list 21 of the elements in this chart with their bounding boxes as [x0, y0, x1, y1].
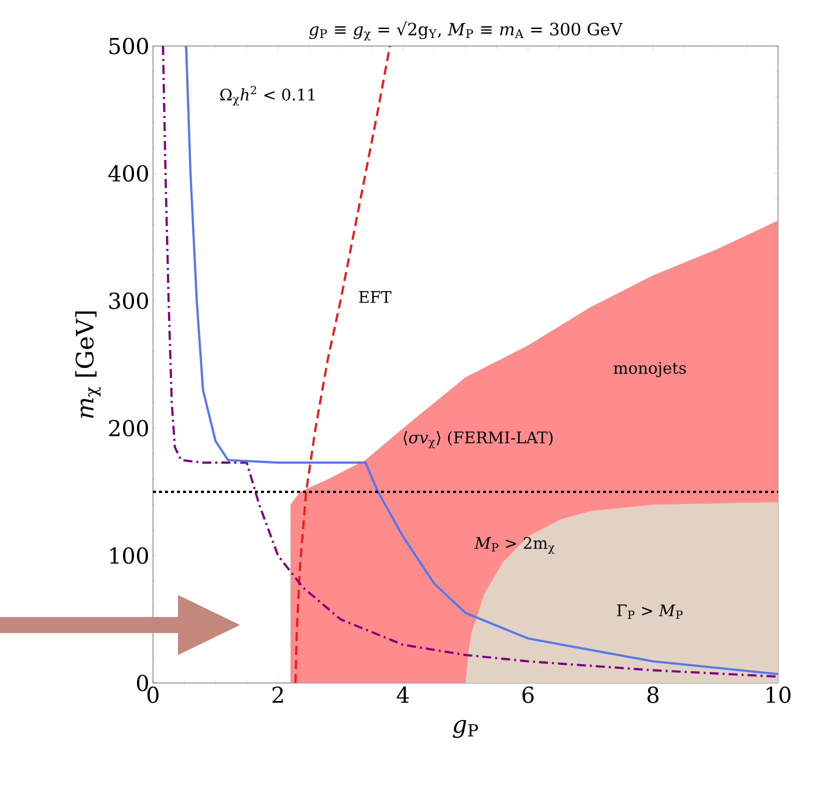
x-tick-label: 0	[147, 686, 159, 704]
x-tick-label: 4	[396, 686, 409, 703]
x-tick-label: 10	[766, 686, 790, 704]
y-tick-label: 0	[136, 674, 148, 692]
annotation: M$_{P}$ > 2m$_{χ}$	[474, 536, 554, 554]
annotation: EFT	[359, 291, 392, 303]
x-tick-label: 2	[272, 686, 283, 703]
x-tick-label: 6	[522, 686, 534, 704]
y-tick-label: 200	[109, 420, 148, 436]
y-tick-label: 400	[108, 165, 148, 182]
x-axis-title: g$_{P}$	[452, 720, 478, 738]
annotation: Γ$_{P}$ > M$_{P}$	[617, 604, 683, 619]
y-tick-label: 300	[109, 292, 148, 310]
chart-title: g$_{P}$ ≡ g$_{χ}$ = √2g$_{Y}$, M$_{P}$ ≡ m$_{A}$ = 300 GeV	[309, 22, 623, 41]
annotation: monojets	[614, 362, 686, 378]
y-tick-label: 500	[110, 38, 148, 54]
y-axis-title: m$_{χ}$ [GeV]	[75, 312, 101, 418]
annotation: Ω$_{χ}$h$^{2}$ < 0.11	[220, 86, 314, 106]
y-tick-label: 100	[110, 547, 148, 564]
x-tick-label: 8	[648, 686, 659, 704]
annotation: ⟨σv$_{χ}$⟩ (FERMI-LAT)	[404, 431, 553, 448]
